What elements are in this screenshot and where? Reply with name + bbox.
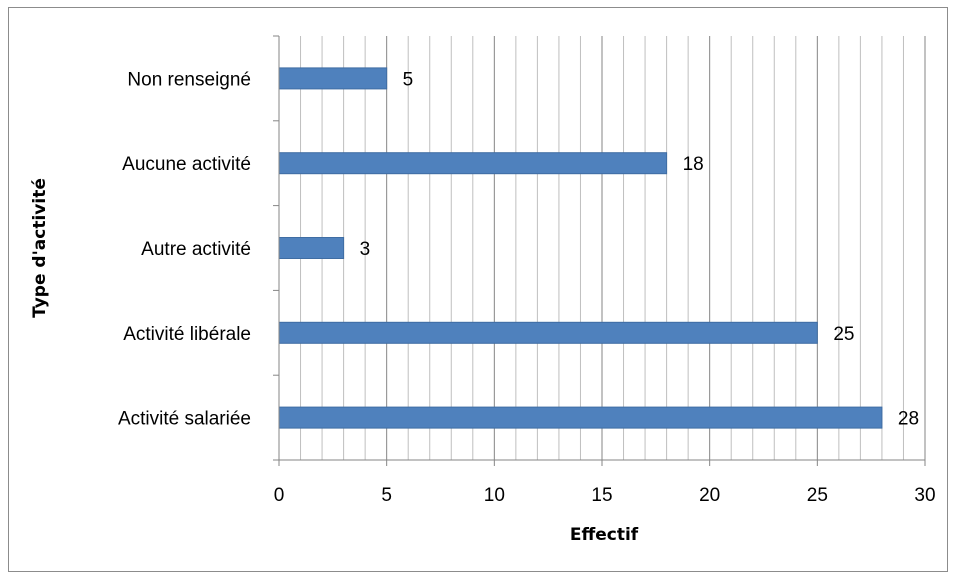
- x-axis-title: Effectif: [570, 525, 639, 545]
- data-label: 5: [403, 69, 414, 90]
- bar: [279, 322, 817, 343]
- y-axis-title: Type d'activité: [30, 178, 50, 318]
- x-tick-label: 20: [699, 485, 720, 506]
- x-tick-label: 5: [381, 485, 392, 506]
- x-tick-label: 10: [484, 485, 505, 506]
- y-tick-label: Aucune activité: [122, 154, 251, 175]
- data-label: 3: [360, 239, 371, 260]
- y-tick-label: Non renseigné: [127, 69, 251, 90]
- x-tick-label: 30: [914, 485, 935, 506]
- bar: [279, 407, 882, 428]
- x-tick-label: 25: [807, 485, 828, 506]
- grid-lines: [301, 36, 925, 460]
- y-tick-label: Autre activité: [141, 239, 251, 260]
- x-tick-label: 15: [591, 485, 612, 506]
- data-label: 28: [898, 409, 919, 430]
- labels: 0 5 10 15 20 25 30 Activité salariée 28 Activité …: [118, 69, 936, 506]
- bar: [279, 68, 387, 89]
- x-tick-label: 0: [274, 485, 285, 506]
- bar: [279, 238, 344, 259]
- y-tick-label: Activité libérale: [123, 324, 251, 345]
- y-tick-label: Activité salariée: [118, 409, 251, 430]
- data-label: 25: [833, 324, 854, 345]
- data-label: 18: [683, 154, 704, 175]
- bar: [279, 153, 667, 174]
- axes: [273, 36, 925, 466]
